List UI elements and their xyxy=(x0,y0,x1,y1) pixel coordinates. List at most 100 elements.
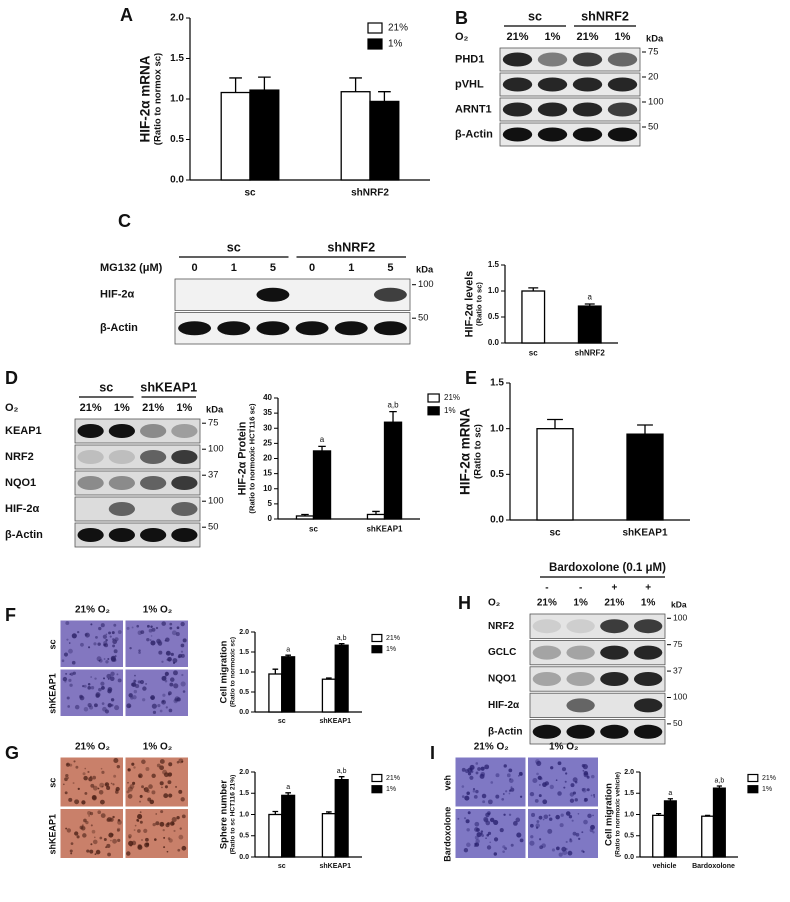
micrograph-texture xyxy=(135,684,140,689)
micrograph-texture xyxy=(129,784,135,789)
micrograph-texture xyxy=(177,848,181,852)
micrograph-texture xyxy=(115,790,119,794)
micrograph-texture xyxy=(559,823,564,828)
x-tick-label: shKEAP1 xyxy=(319,863,351,870)
micrograph-texture xyxy=(502,793,505,795)
error-bar xyxy=(372,510,380,515)
micrograph-texture xyxy=(547,828,553,834)
micrograph-texture xyxy=(489,841,492,844)
lane-label: 1% xyxy=(573,598,588,609)
micrograph-row-label: shKEAP1 xyxy=(47,814,57,855)
micrograph-texture xyxy=(88,777,93,782)
legend-label: 1% xyxy=(762,786,772,793)
bar xyxy=(334,779,349,858)
blot-band xyxy=(607,102,638,117)
micrograph-texture xyxy=(112,783,115,786)
micrograph-texture xyxy=(503,764,507,768)
y-tick-label: 0.0 xyxy=(624,854,634,861)
micrograph-texture xyxy=(168,772,173,777)
y-tick-label: 40 xyxy=(263,393,272,402)
micrograph-column-label: 1% O₂ xyxy=(549,742,578,753)
error-bar xyxy=(285,654,291,657)
micrograph-texture xyxy=(486,833,490,837)
micrograph-texture xyxy=(167,656,172,662)
legend-label: 21% xyxy=(386,635,400,642)
micrograph-texture xyxy=(128,693,133,698)
micrograph-texture xyxy=(149,639,152,641)
micrograph-texture xyxy=(69,683,73,687)
micrograph-texture xyxy=(167,691,172,696)
micrograph-texture xyxy=(461,795,465,798)
error-bar xyxy=(378,91,391,102)
micrograph-texture xyxy=(549,817,553,821)
blot-band xyxy=(108,424,135,438)
x-tick-label: shKEAP1 xyxy=(366,525,403,534)
error-bar xyxy=(349,77,362,92)
micrograph-texture xyxy=(137,829,141,833)
bar xyxy=(701,815,715,858)
legend-swatch xyxy=(747,785,759,794)
micrograph-texture xyxy=(508,813,512,816)
lane-label: 0 xyxy=(192,262,198,274)
micrograph-texture xyxy=(65,621,70,625)
micrograph-texture xyxy=(475,839,480,844)
blot-band xyxy=(108,450,135,464)
y-tick-label: 0.5 xyxy=(170,134,184,145)
micrograph-texture xyxy=(178,834,184,840)
micrograph-texture xyxy=(485,820,491,826)
micrograph-texture xyxy=(465,819,470,824)
panel-letter: F xyxy=(5,605,16,625)
micrograph-texture xyxy=(506,773,511,778)
blot-band xyxy=(566,698,595,713)
micrograph-texture xyxy=(79,695,85,701)
y-axis-sublabel: (Ratio to sc HCT116 21%) xyxy=(229,775,236,855)
micrograph-texture xyxy=(572,831,577,836)
marker-label: 75 xyxy=(648,46,658,56)
micrograph-texture xyxy=(92,775,97,780)
micrograph-texture xyxy=(98,687,102,692)
lane-label: + xyxy=(611,583,617,594)
micrograph-texture xyxy=(164,671,169,676)
legend-label: 21% xyxy=(444,393,460,402)
micrograph-texture xyxy=(532,778,538,784)
blot-band xyxy=(178,321,212,336)
micrograph-texture xyxy=(167,780,172,785)
micrograph-texture xyxy=(516,832,522,838)
micrograph-texture xyxy=(165,637,170,642)
lane-label: 21% xyxy=(142,402,164,414)
micrograph-texture xyxy=(141,839,143,841)
marker-label: 75 xyxy=(673,639,683,649)
micrograph-texture xyxy=(102,634,107,639)
blot-band xyxy=(140,528,167,542)
error-bar xyxy=(285,792,291,796)
micrograph-texture xyxy=(97,787,100,790)
micrograph-texture xyxy=(574,798,578,802)
blot-band xyxy=(502,52,533,67)
micrograph-texture xyxy=(464,795,470,801)
micrograph-texture xyxy=(161,675,167,681)
micrograph-texture xyxy=(163,772,169,778)
blot-band xyxy=(77,424,104,438)
y-tick-label: 35 xyxy=(263,408,272,417)
micrograph-texture xyxy=(127,781,129,784)
micrograph-texture xyxy=(99,659,103,663)
micrograph-texture xyxy=(107,678,110,680)
micrograph-texture xyxy=(80,642,84,647)
micrograph-texture xyxy=(107,688,112,694)
error-bar xyxy=(229,77,242,93)
micrograph-texture xyxy=(570,783,575,788)
micrograph-texture xyxy=(76,835,80,839)
y-tick-label: 0.5 xyxy=(239,689,249,696)
blot-band xyxy=(532,619,562,634)
micrograph-texture xyxy=(163,793,169,799)
significance-label: a,b xyxy=(337,768,347,775)
micrograph-texture xyxy=(535,759,540,764)
micrograph-texture xyxy=(72,671,76,675)
micrograph-texture xyxy=(100,799,105,805)
micrograph-texture xyxy=(116,828,120,832)
micrograph-texture xyxy=(469,764,475,770)
micrograph-texture xyxy=(489,817,495,823)
micrograph-texture xyxy=(140,630,145,635)
micrograph-texture xyxy=(139,794,143,798)
